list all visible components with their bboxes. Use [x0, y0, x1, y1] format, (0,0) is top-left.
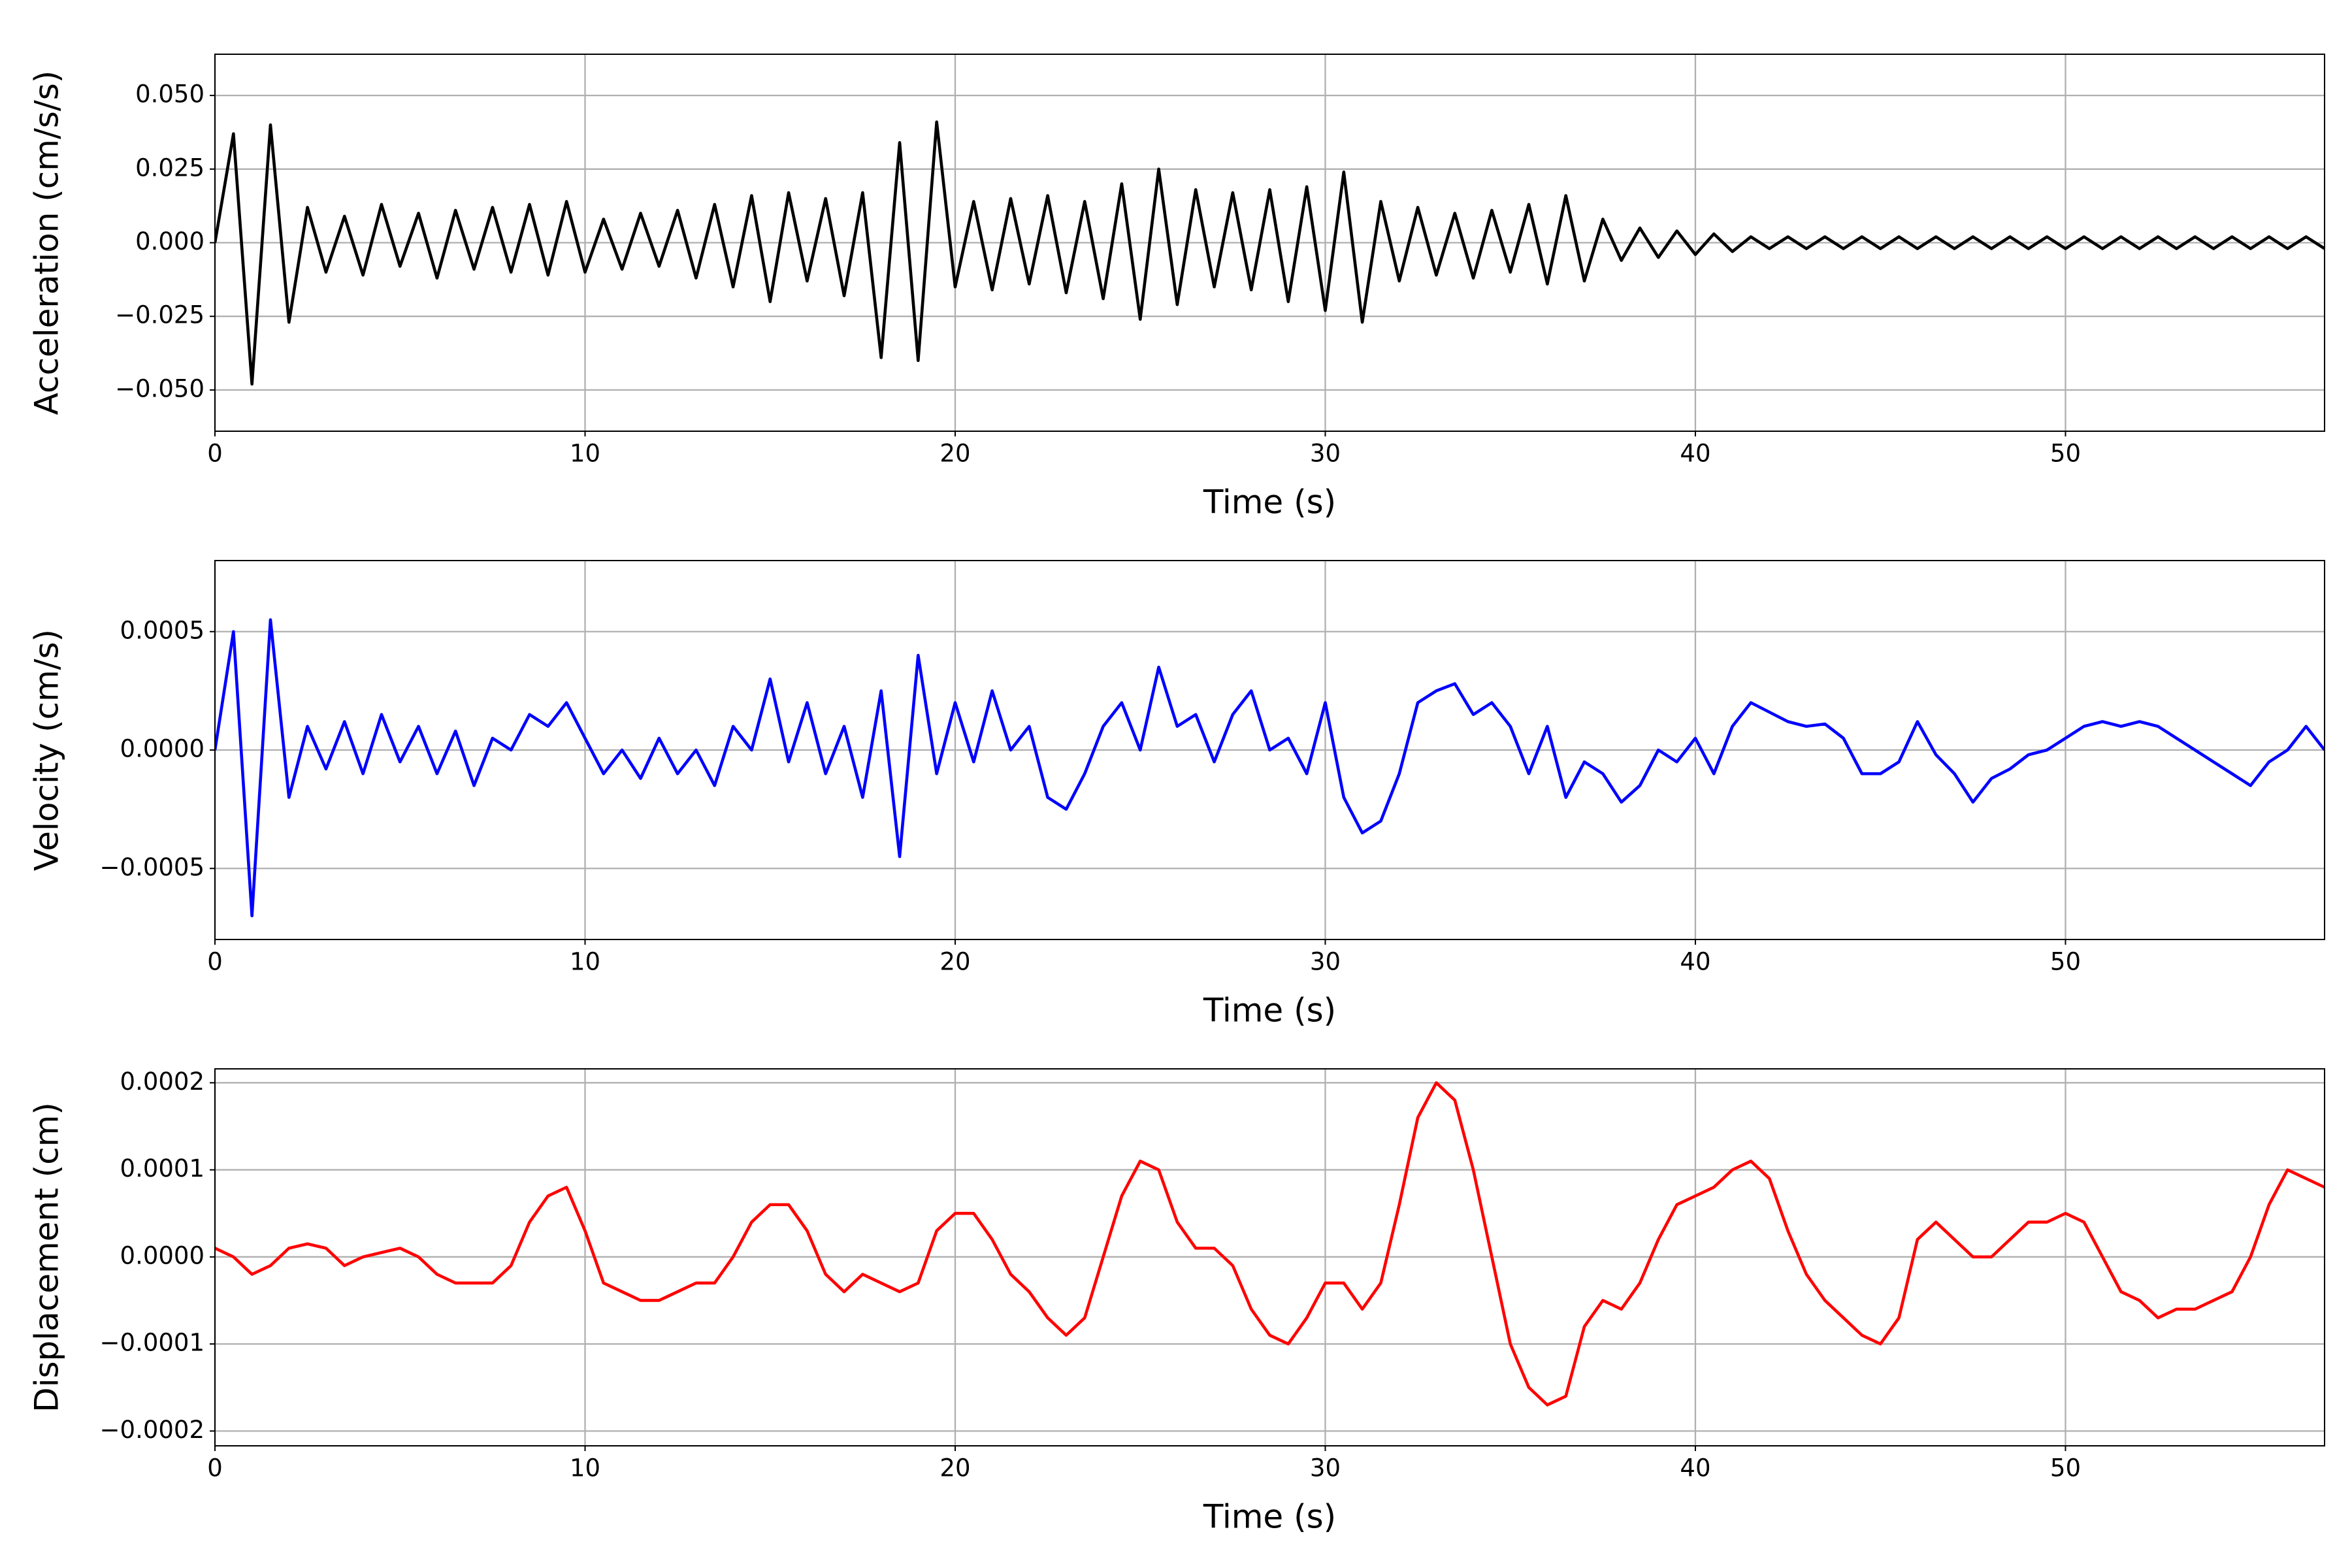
y-tick-label: 0.000: [135, 227, 204, 255]
y-tick-label: −0.0002: [100, 1416, 204, 1444]
y-axis-label: Displacement (cm): [28, 1102, 66, 1413]
x-axis-label: Time (s): [1203, 483, 1336, 521]
axes-frame: [214, 1068, 2325, 1446]
y-tick-label: −0.0005: [100, 853, 204, 881]
y-axis-label: Velocity (cm/s): [28, 629, 66, 871]
x-tick-label: 10: [570, 948, 600, 976]
y-tick-label: 0.0000: [120, 1241, 204, 1269]
data-line: [215, 618, 2325, 918]
y-tick-label: −0.025: [115, 301, 204, 329]
data-line: [215, 1081, 2325, 1407]
y-axis-label: Acceleration (cm/s/s): [28, 71, 66, 416]
x-tick-label: 40: [1680, 1454, 1710, 1482]
y-tick-label: 0.050: [135, 80, 204, 108]
x-tick-label: 40: [1680, 948, 1710, 976]
y-tick-label: −0.050: [115, 374, 204, 402]
y-tick-label: 0.025: [135, 154, 204, 182]
data-line: [215, 120, 2325, 386]
x-tick-label: 0: [207, 948, 223, 976]
x-tick-label: 20: [939, 948, 970, 976]
x-tick-label: 40: [1680, 440, 1710, 468]
x-axis-label: Time (s): [1203, 1498, 1336, 1536]
x-tick-label: 50: [2050, 1454, 2081, 1482]
x-tick-label: 20: [939, 1454, 970, 1482]
y-tick-label: 0.0002: [120, 1068, 204, 1096]
x-tick-label: 30: [1310, 1454, 1341, 1482]
x-tick-label: 30: [1310, 948, 1341, 976]
x-tick-label: 10: [570, 1454, 600, 1482]
x-tick-label: 50: [2050, 948, 2081, 976]
x-tick-label: 20: [939, 440, 970, 468]
y-tick-label: −0.0001: [100, 1329, 204, 1357]
axes-frame: [214, 560, 2325, 940]
x-tick-label: 30: [1310, 440, 1341, 468]
x-axis-label: Time (s): [1203, 992, 1336, 1030]
y-tick-label: 0.0000: [120, 735, 204, 763]
x-tick-label: 0: [207, 440, 223, 468]
y-tick-label: 0.0001: [120, 1154, 204, 1183]
x-tick-label: 10: [570, 440, 600, 468]
axes-frame: [214, 54, 2325, 432]
y-tick-label: 0.0005: [120, 616, 204, 644]
x-tick-label: 0: [207, 1454, 223, 1482]
x-tick-label: 50: [2050, 440, 2081, 468]
